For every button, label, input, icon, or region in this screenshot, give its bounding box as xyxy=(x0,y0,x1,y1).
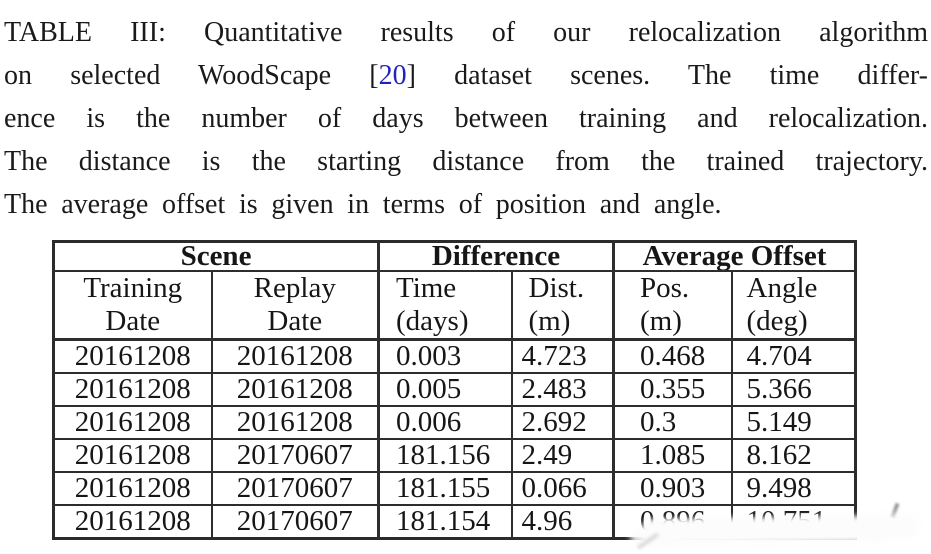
cell-replay-date: 20161208 xyxy=(210,338,380,374)
cell-pos-m: 0.355 xyxy=(612,372,733,407)
cell-dist-m: 4.96 xyxy=(510,504,615,540)
caption-line-2-suffix: ] dataset scenes. The time differ- xyxy=(406,60,928,91)
caption-line-1: TABLE III: Quantitative results of our r… xyxy=(4,17,928,48)
cell-training-date: 20161208 xyxy=(52,504,213,540)
cell-pos-m: 0.3 xyxy=(612,405,733,440)
column-header-dist: Dist. (m) xyxy=(510,270,615,341)
cell-angle-deg: 8.162 xyxy=(730,438,857,473)
cell-angle-deg: 5.149 xyxy=(730,405,857,440)
cell-pos-m: 0.468 xyxy=(612,338,733,374)
cell-training-date: 20161208 xyxy=(52,471,213,506)
column-header-replay-date: Replay Date xyxy=(210,270,380,341)
table-row: 20161208 20170607 181.155 0.066 0.903 9.… xyxy=(52,471,857,506)
results-table: Scene Difference Average Offset Training… xyxy=(52,240,857,540)
cell-time-days: 0.006 xyxy=(377,405,513,440)
cell-pos-m: 1.085 xyxy=(612,438,733,473)
cell-dist-m: 2.483 xyxy=(510,372,615,407)
cell-angle-deg: 9.498 xyxy=(730,471,857,506)
citation-link-20[interactable]: 20 xyxy=(378,60,407,91)
cell-dist-m: 2.692 xyxy=(510,405,615,440)
column-header-row: Training Date Replay Date Time (days) Di… xyxy=(52,270,857,341)
column-header-pos: Pos. (m) xyxy=(612,270,733,341)
caption-line-5: The average offset is given in terms of … xyxy=(4,189,722,220)
cell-time-days: 181.156 xyxy=(377,438,513,473)
cell-dist-m: 2.49 xyxy=(510,438,615,473)
cell-time-days: 0.003 xyxy=(377,338,513,374)
cell-pos-m: 0.903 xyxy=(612,471,733,506)
cell-training-date: 20161208 xyxy=(52,405,213,440)
smudge-artifact-right xyxy=(868,514,920,538)
table-row: 20161208 20161208 0.005 2.483 0.355 5.36… xyxy=(52,372,857,407)
table-row: 20161208 20161208 0.003 4.723 0.468 4.70… xyxy=(52,338,857,374)
caption-line-2: on selected WoodScape [20] dataset scene… xyxy=(4,54,928,97)
column-header-angle: Angle (deg) xyxy=(730,270,857,341)
cell-training-date: 20161208 xyxy=(52,338,213,374)
cell-dist-m: 0.066 xyxy=(510,471,615,506)
column-header-time: Time (days) xyxy=(377,270,513,341)
cell-time-days: 181.154 xyxy=(377,504,513,540)
cell-replay-date: 20170607 xyxy=(210,471,380,506)
cell-training-date: 20161208 xyxy=(52,372,213,407)
cell-replay-date: 20161208 xyxy=(210,372,380,407)
caption-line-2-prefix: on selected WoodScape [ xyxy=(4,60,379,91)
caption-line-4: The distance is the starting distance fr… xyxy=(4,146,928,177)
cell-training-date: 20161208 xyxy=(52,438,213,473)
cell-time-days: 181.155 xyxy=(377,471,513,506)
cell-time-days: 0.005 xyxy=(377,372,513,407)
table-row: 20161208 20161208 0.006 2.692 0.3 5.149 xyxy=(52,405,857,440)
group-header-row: Scene Difference Average Offset xyxy=(52,240,857,272)
cell-replay-date: 20170607 xyxy=(210,504,380,540)
group-header-scene: Scene xyxy=(52,240,380,272)
cell-angle-deg: 4.704 xyxy=(730,338,857,374)
group-header-average-offset: Average Offset xyxy=(612,240,857,272)
cell-replay-date: 20170607 xyxy=(210,438,380,473)
table-row: 20161208 20170607 181.156 2.49 1.085 8.1… xyxy=(52,438,857,473)
caption-line-3: ence is the number of days between train… xyxy=(4,103,928,134)
results-table-wrapper: Scene Difference Average Offset Training… xyxy=(52,240,857,540)
cell-replay-date: 20161208 xyxy=(210,405,380,440)
group-header-difference: Difference xyxy=(377,240,615,272)
column-header-training-date: Training Date xyxy=(52,270,213,341)
table-caption: TABLE III: Quantitative results of our r… xyxy=(4,11,928,226)
cell-dist-m: 4.723 xyxy=(510,338,615,374)
cell-angle-deg: 5.366 xyxy=(730,372,857,407)
